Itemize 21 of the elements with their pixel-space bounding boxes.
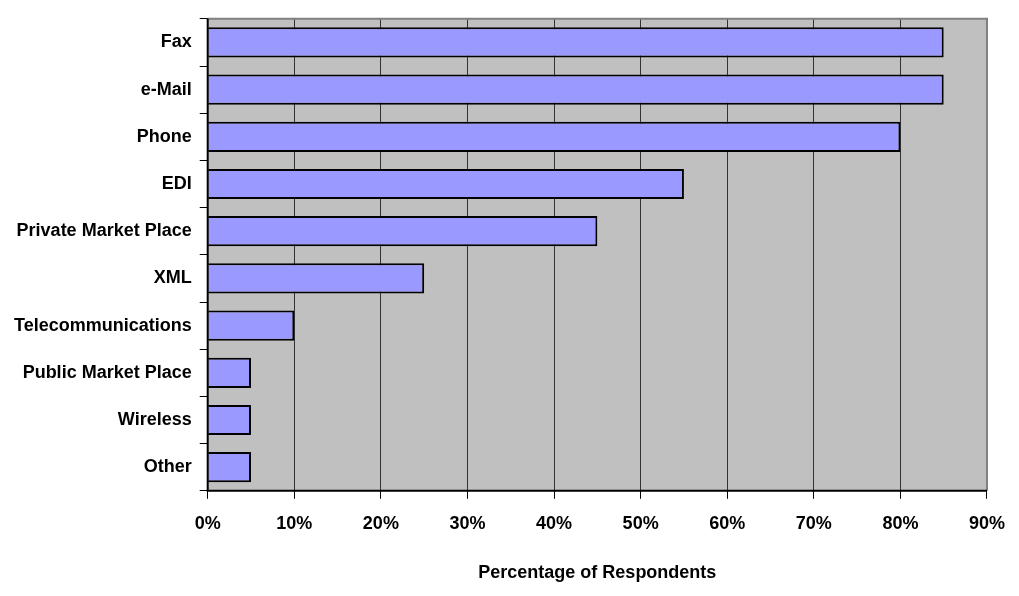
- x-tick-label: 90%: [968, 512, 1005, 533]
- x-tick-label: 70%: [795, 512, 832, 533]
- y-tick-label: EDI: [161, 172, 192, 193]
- x-tick-label: 80%: [882, 512, 919, 533]
- y-tick-label: Other: [143, 456, 192, 477]
- y-tick-label: e-Mail: [140, 78, 192, 99]
- x-tick-label: 20%: [362, 512, 399, 533]
- y-tick-label: Fax: [160, 31, 192, 52]
- y-tick-label: Private Market Place: [16, 220, 192, 241]
- x-tick-label: 50%: [622, 512, 659, 533]
- x-tick-label: 10%: [276, 512, 313, 533]
- x-axis-title: Percentage of Respondents: [478, 562, 717, 583]
- y-tick-label: Phone: [136, 125, 192, 146]
- y-tick-label: Wireless: [117, 408, 192, 429]
- x-tick-label: 0%: [194, 512, 221, 533]
- x-tick-label: 60%: [709, 512, 746, 533]
- y-tick-label: XML: [153, 267, 192, 288]
- x-tick-label: 30%: [449, 512, 486, 533]
- y-tick-label: Telecommunications: [13, 314, 192, 335]
- x-tick-label: 40%: [536, 512, 573, 533]
- y-tick-label: Public Market Place: [22, 361, 192, 382]
